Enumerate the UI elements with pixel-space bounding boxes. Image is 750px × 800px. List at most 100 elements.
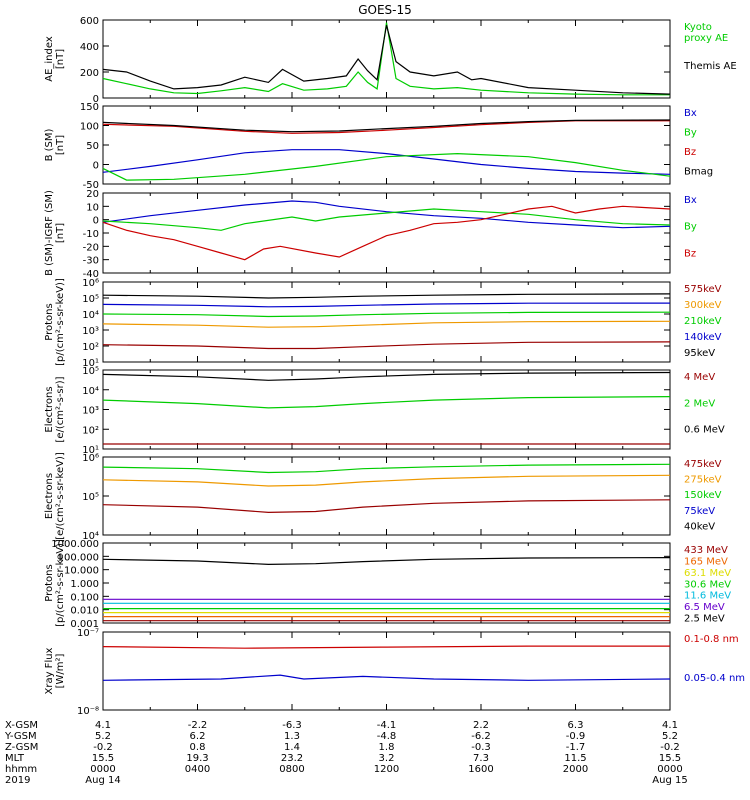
y-tick-label: 10² [82,425,99,436]
legend-entry: 275keV [684,475,722,486]
panel-7: 0.001 0.010 0.100 1.000 10.000 100.000 1000.00… [44,539,731,630]
y-axis-label: AE_index [44,36,55,82]
series-line [102,341,671,350]
legend-entry: Kyoto [684,22,712,33]
axis-row-value: 1.3 [284,731,300,742]
legend-entry: 433 MeV [684,545,728,556]
plot-title: GOES-15 [358,3,412,17]
y-axis-label: Electrons [44,386,55,432]
y-axis-label: [nT] [55,135,66,155]
y-tick-label: 600 [80,16,99,27]
panel-6: 10⁴ 10⁵ 10⁶ Electrons [e/(cm²-s-sr-keV)] 475k… [44,452,722,542]
y-tick-label: 10⁶ [82,453,99,464]
y-tick-label: 100 [80,122,99,133]
y-tick-label: -10 [83,229,99,240]
series-line [102,463,671,474]
y-axis-label: [W/m²] [55,653,66,688]
panel-frame [102,19,671,99]
axis-row-value: -0.2 [660,742,680,753]
legend-entry: Themis AE [683,61,737,72]
axis-row-value: 3.2 [379,753,395,764]
axis-row-value: 15.5 [659,753,681,764]
panel-4: 10¹ 10² 10³ 10⁴ 10⁵ 10⁶ Protons [p/(cm²-s-sr-ke… [44,278,722,369]
legend-entry: By [684,222,697,233]
y-tick-label: 200 [80,68,99,79]
axis-row-label: Y-GSM [4,731,37,742]
panel-frame [102,369,671,450]
legend-entry: 2 MeV [684,398,715,409]
series-line [102,645,670,649]
legend-entry: 11.6 MeV [684,591,731,602]
axis-row-value: 11.5 [564,753,586,764]
axis-row-value: 6.3 [568,720,584,731]
panel-2: -50 0 50 100 150 B (SM) [nT] Bx By Bz Bmag [44,102,713,191]
axis-row-value: 5.2 [95,731,111,742]
legend-entry: 75keV [684,506,715,517]
series-line [102,120,670,134]
panel-frame [102,631,671,711]
legend-entry: Bx [684,108,697,119]
y-axis-label: [p/(cm²-s-sr-keV)] [55,539,66,627]
y-tick-label: 10⁴ [82,386,99,397]
axis-row-value: -2.2 [188,720,208,731]
legend-entry: 0.1-0.8 nm [684,634,739,645]
panel-8: 10⁻⁸ 10⁻⁷ Xray Flux [W/m²] 0.1-0.8 nm 0.05-0.… [44,628,745,717]
legend-entry: 165 MeV [684,556,728,567]
series-line [102,205,671,261]
series-line [102,499,671,514]
axis-row-value: 7.3 [473,753,489,764]
axis-row-value: 4.1 [662,720,678,731]
axis-row-value: 6.2 [190,731,206,742]
y-axis-label: [e/(cm²-s-sr-keV)] [55,452,66,540]
y-tick-label: 10¹ [82,358,99,369]
y-tick-label: 10⁵ [82,492,99,503]
y-tick-label: -30 [83,256,99,267]
y-tick-label: 10¹ [82,445,99,456]
y-tick-label: 10⁴ [82,310,99,321]
legend-entry: 575keV [684,284,722,295]
axis-row-value: -6.3 [282,720,302,731]
series-line [102,119,671,133]
y-axis-label: [e/(cm²-s-sr)] [55,376,66,442]
y-axis-label: Electrons [44,473,55,519]
legend-entry: 150keV [684,490,722,501]
y-tick-label: 0 [93,216,99,227]
series-line [102,293,671,299]
legend-entry: 40keV [684,521,715,532]
y-tick-label: 10³ [82,326,99,337]
y-tick-label: 20 [86,189,99,200]
y-tick-label: 1000.000 [51,539,99,550]
legend-entry: proxy AE [684,33,728,44]
y-tick-label: 10⁵ [82,294,99,305]
y-tick-label: 0 [93,161,99,172]
year-label: 2019 [5,775,30,786]
axis-row-value: 2000 [563,764,588,775]
legend-entry: 210keV [684,316,722,327]
legend-entry: 30.6 MeV [684,579,731,590]
axis-row-value: 0000 [90,764,115,775]
y-tick-label: 400 [80,42,99,53]
y-tick-label: 0 [93,94,99,105]
axis-row-value: 1200 [374,764,399,775]
axis-row-value: 23.2 [281,753,303,764]
y-tick-label: 10³ [82,406,99,417]
legend-entry: Bz [684,248,696,259]
axis-row-value: 1.8 [379,742,395,753]
axis-row-value: 15.5 [92,753,114,764]
start-date: Aug 14 [85,775,120,786]
y-axis-label: Protons [44,564,55,601]
series-line [102,200,671,229]
legend-entry: 63.1 MeV [684,568,731,579]
y-tick-label: 10⁴ [82,531,99,542]
y-tick-label: 10⁻⁷ [77,628,99,639]
axis-row-label: MLT [5,753,25,764]
series-line [102,208,671,231]
axis-row-value: -1.7 [566,742,586,753]
y-tick-label: 50 [86,141,99,152]
y-tick-label: 0.001 [70,619,99,630]
legend-entry: 300keV [684,300,722,311]
legend-entry: 95keV [684,348,715,359]
